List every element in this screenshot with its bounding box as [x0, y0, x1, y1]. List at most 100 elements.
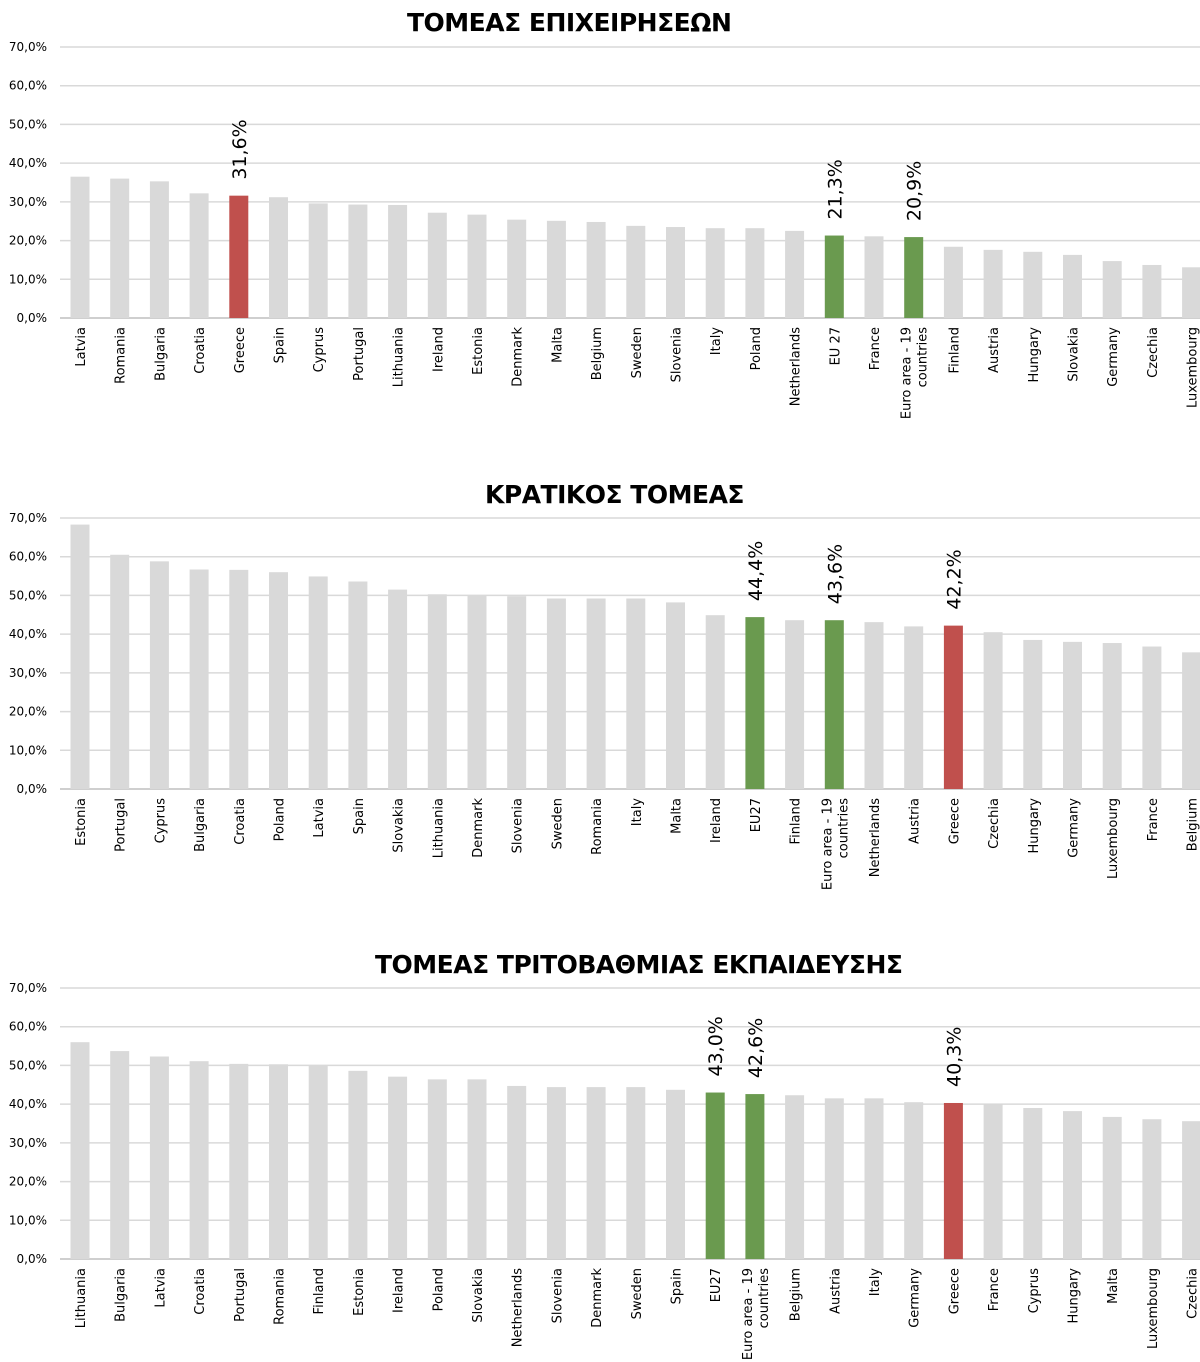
x-tick-label: Austria [828, 1268, 843, 1314]
bar [427, 1079, 447, 1259]
x-tick-label: Ireland [709, 798, 724, 843]
svg-text:Cyprus: Cyprus [1027, 1268, 1042, 1314]
x-tick-label: Slovenia [670, 327, 685, 382]
x-tick-label: Finland [789, 798, 804, 844]
bar [785, 1095, 805, 1259]
svg-text:Hungary: Hungary [1027, 327, 1042, 383]
y-tick-label: 0,0% [17, 311, 48, 325]
svg-text:Ireland: Ireland [431, 327, 446, 372]
x-tick-label: Denmark [471, 798, 486, 858]
x-tick-label: Spain [670, 1268, 685, 1304]
x-tick-label: Estonia [471, 327, 486, 375]
x-tick-label: Netherlands [511, 1268, 526, 1347]
svg-text:EU 27: EU 27 [828, 327, 843, 365]
svg-text:Latvia: Latvia [74, 327, 89, 367]
bar [586, 221, 606, 318]
bar [70, 176, 90, 318]
x-tick-label: EU 27 [828, 327, 843, 365]
x-tick-label: Luxembourg [1146, 1268, 1161, 1349]
bar [705, 228, 725, 318]
svg-text:Slovakia: Slovakia [471, 1268, 486, 1323]
bar [348, 204, 368, 318]
bar [824, 1098, 844, 1259]
bar [785, 230, 805, 318]
svg-text:Finland: Finland [789, 798, 804, 844]
bar [70, 1042, 90, 1259]
x-tick-label: Portugal [233, 1268, 248, 1322]
y-tick-label: 20,0% [9, 705, 47, 719]
y-tick-label: 10,0% [9, 1213, 47, 1227]
bar [1102, 261, 1122, 318]
chart-title: ΤΟΜΕΑΣ ΤΡΙΤΟΒΑΘΜΙΑΣ ΕΚΠΑΙΔΕΥΣΗΣ [375, 950, 903, 979]
svg-text:Slovenia: Slovenia [511, 798, 526, 853]
svg-text:Croatia: Croatia [193, 1268, 208, 1315]
bar-chart-svg: 0,0% 10,0% 20,0% 30,0% 40,0% 50,0% 60,0% 70,0% L… [9, 40, 1200, 419]
x-tick-label: Slovakia [471, 1268, 486, 1323]
x-tick-label: Czechia [1146, 327, 1161, 378]
svg-text:France: France [987, 1268, 1002, 1311]
svg-text:40,3%: 40,3% [943, 1027, 965, 1087]
svg-text:Czechia: Czechia [987, 798, 1002, 849]
x-tick-label: Estonia [352, 1268, 367, 1316]
bar [586, 1087, 606, 1259]
x-tick-label: Belgium [590, 327, 605, 380]
bar [1142, 1119, 1162, 1259]
data-label: 40,3% [943, 1027, 965, 1087]
bar [904, 1102, 924, 1259]
svg-text:Germany: Germany [1067, 798, 1082, 858]
chart-government-sector: ΚΡΑΤΙΚΟΣ ΤΟΜΕΑΣ 0,0% 10,0% 20,0% 30,0% 40,0%… [0, 470, 1200, 940]
x-tick-label: Bulgaria [153, 327, 168, 381]
svg-text:Poland: Poland [431, 1268, 446, 1311]
svg-text:Belgium: Belgium [1186, 798, 1200, 851]
y-tick-label: 60,0% [9, 79, 47, 93]
x-tick-label: Portugal [114, 798, 129, 852]
bar [1182, 652, 1200, 789]
bar [229, 195, 249, 318]
chart-title: ΤΟΜΕΑΣ ΕΠΙΧΕΙΡΗΣΕΩΝ [407, 8, 732, 37]
bar [348, 1070, 368, 1259]
svg-text:Bulgaria: Bulgaria [153, 327, 168, 381]
svg-text:Belgium: Belgium [590, 327, 605, 380]
svg-text:Sweden: Sweden [630, 327, 645, 378]
bar [943, 625, 963, 789]
x-tick-label: France [868, 327, 883, 370]
bar [705, 615, 725, 789]
y-tick-label: 70,0% [9, 981, 47, 995]
x-tick-label: Slovakia [392, 798, 407, 853]
svg-text:Euro area - 19: Euro area - 19 [900, 327, 915, 419]
x-tick-label: Greece [947, 798, 962, 844]
x-tick-label: Hungary [1027, 798, 1042, 854]
svg-text:43,6%: 43,6% [824, 544, 846, 604]
chart-business-sector: ΤΟΜΕΑΣ ΕΠΙΧΕΙΡΗΣΕΩΝ 0,0% 10,0% 20,0% 30,0% 4… [0, 0, 1200, 470]
bar [269, 572, 288, 789]
bar [546, 220, 566, 318]
x-tick-label: Luxembourg [1106, 798, 1121, 879]
svg-text:Slovenia: Slovenia [670, 327, 685, 382]
y-tick-label: 40,0% [9, 1097, 47, 1111]
y-tick-label: 30,0% [9, 195, 47, 209]
x-tick-label: Spain [352, 798, 367, 834]
bar [943, 246, 963, 318]
x-tick-label: Latvia [312, 798, 327, 838]
bar [308, 576, 328, 789]
x-tick-label: Euro area - 19 countries [900, 327, 931, 419]
svg-text:Lithuania: Lithuania [431, 798, 446, 858]
y-tick-label: 20,0% [9, 234, 47, 248]
x-tick-label: Sweden [550, 798, 565, 849]
x-tick-label: Croatia [193, 327, 208, 374]
svg-text:Luxembourg: Luxembourg [1146, 1268, 1161, 1349]
bar [666, 227, 685, 318]
bar [824, 235, 844, 318]
x-tick-label: Italy [868, 1268, 883, 1297]
x-tick-label: Greece [947, 1268, 962, 1314]
svg-text:Sweden: Sweden [550, 798, 565, 849]
bar [1182, 267, 1200, 318]
svg-text:countries: countries [836, 798, 851, 859]
x-tick-label: Spain [273, 327, 288, 363]
x-tick-label: Bulgaria [193, 798, 208, 852]
bar [149, 561, 169, 789]
svg-text:EU27: EU27 [709, 1268, 724, 1302]
x-tick-label: Finland [947, 327, 962, 373]
x-tick-label: Poland [431, 1268, 446, 1311]
svg-text:Netherlands: Netherlands [868, 798, 883, 877]
